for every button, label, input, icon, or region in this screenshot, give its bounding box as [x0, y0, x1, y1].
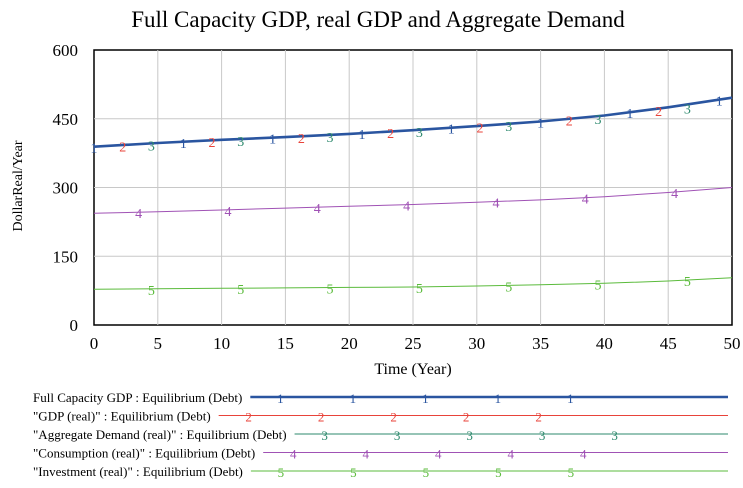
- x-tick-label: 25: [405, 334, 422, 353]
- series-line-1: [93, 96, 733, 148]
- series-marker-4: 4: [224, 205, 231, 220]
- x-tick-label: 20: [341, 334, 358, 353]
- legend-marker-5: 5: [423, 465, 430, 480]
- series-line-4: [93, 187, 733, 214]
- x-tick-label: 0: [90, 334, 99, 353]
- series-marker-1: 1: [448, 123, 455, 138]
- legend-label-2: "GDP (real)" : Equilibrium (Debt): [33, 409, 211, 424]
- series-marker-5: 5: [684, 275, 691, 290]
- legend-marker-3: 3: [321, 428, 328, 443]
- series-marker-2: 2: [209, 136, 216, 151]
- series-line-5: [93, 277, 733, 290]
- legend-marker-5: 5: [278, 465, 285, 480]
- legend-marker-4: 4: [290, 447, 297, 462]
- y-tick-label: 0: [70, 316, 79, 335]
- x-axis-label: Time (Year): [374, 361, 451, 378]
- legend-marker-3: 3: [466, 428, 473, 443]
- legend-marker-4: 4: [435, 447, 442, 462]
- series-marker-1: 1: [180, 137, 187, 152]
- grid: [94, 50, 732, 325]
- series-marker-1: 1: [269, 133, 276, 148]
- series-marker-4: 4: [403, 200, 410, 215]
- series-marker-5: 5: [595, 278, 602, 293]
- legend-marker-5: 5: [568, 465, 575, 480]
- legend-marker-4: 4: [507, 447, 514, 462]
- legend-marker-2: 2: [318, 410, 325, 425]
- x-tick-label: 40: [596, 334, 613, 353]
- series-marker-2: 2: [476, 121, 483, 136]
- y-tick-label: 600: [53, 41, 79, 60]
- series-marker-4: 4: [314, 202, 321, 217]
- series-marker-3: 3: [595, 113, 602, 128]
- series-marker-5: 5: [327, 283, 334, 298]
- series-marker-1: 1: [537, 117, 544, 132]
- x-tick-label: 15: [277, 334, 294, 353]
- series-marker-2: 2: [119, 141, 126, 156]
- legend: Full Capacity GDP : Equilibrium (Debt) 1 1…: [33, 390, 728, 480]
- y-tick-label: 300: [53, 179, 79, 198]
- y-axis-label: DollarReal/Year: [11, 140, 26, 231]
- series-marker-5: 5: [237, 283, 244, 298]
- series-marker-5: 5: [148, 284, 155, 299]
- series-marker-3: 3: [148, 140, 155, 155]
- legend-marker-2: 2: [463, 410, 470, 425]
- series-marker-1: 1: [716, 95, 723, 110]
- series-marker-1: 1: [358, 128, 365, 143]
- series-marker-4: 4: [582, 193, 589, 208]
- legend-marker-1: 1: [422, 391, 429, 406]
- series-marker-2: 2: [298, 132, 305, 147]
- x-tick-label: 10: [213, 334, 230, 353]
- legend-marker-2: 2: [535, 410, 542, 425]
- series-marker-5: 5: [416, 282, 423, 297]
- legend-marker-3: 3: [539, 428, 546, 443]
- x-tick-label: 45: [660, 334, 677, 353]
- series-marker-3: 3: [505, 120, 512, 135]
- series-marker-1: 1: [626, 107, 633, 122]
- x-axis-ticks: 0 5 10 15 20 25 30 35 40 45 50: [90, 334, 741, 353]
- legend-marker-3: 3: [611, 428, 618, 443]
- chart-title: Full Capacity GDP, real GDP and Aggregat…: [131, 7, 625, 32]
- legend-marker-5: 5: [350, 465, 357, 480]
- legend-label-1: Full Capacity GDP : Equilibrium (Debt): [33, 390, 242, 405]
- x-tick-label: 5: [154, 334, 163, 353]
- series-marker-3: 3: [684, 102, 691, 117]
- legend-marker-2: 2: [390, 410, 397, 425]
- legend-marker-1: 1: [567, 391, 574, 406]
- series-marker-2: 2: [566, 115, 573, 130]
- y-axis-ticks: 0 150 300 450 600: [53, 41, 79, 335]
- y-tick-label: 450: [53, 110, 79, 129]
- x-tick-label: 30: [468, 334, 485, 353]
- legend-marker-1: 1: [277, 391, 284, 406]
- series-marker-2: 2: [387, 127, 394, 142]
- legend-label-3: "Aggregate Demand (real)" : Equilibrium …: [33, 427, 287, 442]
- legend-marker-1: 1: [495, 391, 502, 406]
- series-marker-2: 2: [655, 105, 662, 120]
- legend-marker-3: 3: [394, 428, 401, 443]
- series-layer: 1 1 1 1 1 1 1 1 2 2 2 2 2 2 2 3 3 3 3 3 3 3 4 4 4 4 4 4 4 5 5 5 5 5 5 5: [91, 95, 733, 299]
- series-marker-4: 4: [492, 196, 499, 211]
- legend-marker-4: 4: [362, 447, 369, 462]
- series-marker-1: 1: [91, 142, 98, 157]
- series-marker-3: 3: [327, 131, 334, 146]
- legend-marker-2: 2: [245, 410, 252, 425]
- y-tick-label: 150: [53, 247, 79, 266]
- series-marker-4: 4: [135, 207, 142, 222]
- legend-label-5: "Investment (real)" : Equilibrium (Debt): [33, 464, 243, 479]
- series-marker-3: 3: [237, 135, 244, 150]
- legend-marker-4: 4: [580, 447, 587, 462]
- legend-marker-1: 1: [350, 391, 357, 406]
- x-tick-label: 35: [532, 334, 549, 353]
- series-marker-3: 3: [416, 126, 423, 141]
- legend-label-4: "Consumption (real)" : Equilibrium (Debt…: [33, 446, 255, 461]
- series-marker-4: 4: [671, 187, 678, 202]
- x-tick-label: 50: [724, 334, 741, 353]
- legend-marker-5: 5: [495, 465, 502, 480]
- series-marker-5: 5: [505, 280, 512, 295]
